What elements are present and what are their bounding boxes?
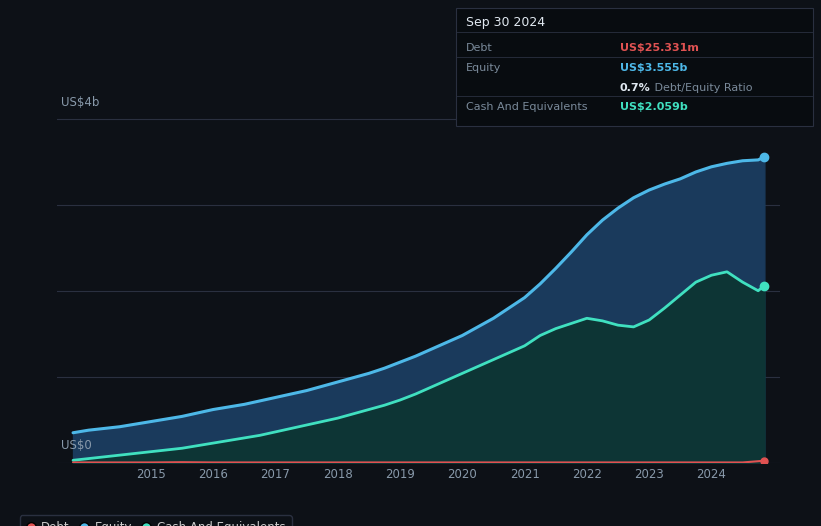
Text: US$25.331m: US$25.331m xyxy=(620,43,699,53)
Text: Cash And Equivalents: Cash And Equivalents xyxy=(466,102,587,112)
Text: 0.7%: 0.7% xyxy=(620,83,650,93)
Text: Debt: Debt xyxy=(466,43,493,53)
Text: Sep 30 2024: Sep 30 2024 xyxy=(466,16,544,29)
Text: Debt/Equity Ratio: Debt/Equity Ratio xyxy=(651,83,753,93)
Text: US$3.555b: US$3.555b xyxy=(620,63,687,73)
Legend: Debt, Equity, Cash And Equivalents: Debt, Equity, Cash And Equivalents xyxy=(20,515,291,526)
Text: US$4b: US$4b xyxy=(61,96,99,108)
Text: US$2.059b: US$2.059b xyxy=(620,102,688,112)
Text: Equity: Equity xyxy=(466,63,501,73)
Text: US$0: US$0 xyxy=(61,439,92,451)
